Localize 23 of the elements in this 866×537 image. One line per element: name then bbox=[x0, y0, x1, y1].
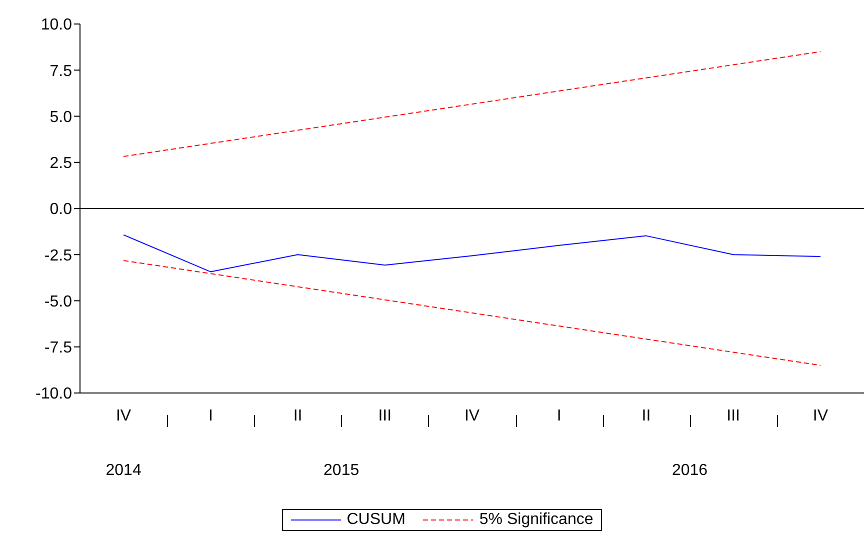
x-tick-label: IV bbox=[464, 407, 480, 424]
x-tick-label: I bbox=[208, 407, 213, 424]
text: 2015 bbox=[322, 462, 360, 480]
y-tick-label: -10.0 bbox=[36, 386, 72, 403]
x-tick-label: II bbox=[642, 407, 651, 424]
x-tick-label: III bbox=[378, 407, 392, 424]
y-tick-label: 2.5 bbox=[50, 155, 72, 172]
x-tick-label: I bbox=[556, 407, 562, 424]
y-tick-label: -5.0 bbox=[44, 293, 72, 310]
legend-label: 5% Significance bbox=[478, 511, 594, 529]
y-tick-label: -2.5 bbox=[44, 247, 72, 264]
y-tick-label: 0.0 bbox=[50, 201, 72, 218]
legend-label: CUSUM bbox=[346, 511, 406, 529]
text: 2016 bbox=[670, 462, 709, 480]
x-tick-label: II bbox=[293, 407, 302, 424]
x-tick-label: IV bbox=[812, 407, 828, 424]
y-tick-label: 10.0 bbox=[40, 16, 72, 34]
y-tick-label: -7.5 bbox=[44, 340, 72, 357]
x-tick-label: III bbox=[726, 407, 740, 424]
y-tick-label: 5.0 bbox=[50, 108, 72, 126]
y-tick-label: 7.5 bbox=[50, 62, 72, 80]
x-tick-label: IV bbox=[116, 407, 132, 424]
text: 2014 bbox=[104, 462, 142, 480]
